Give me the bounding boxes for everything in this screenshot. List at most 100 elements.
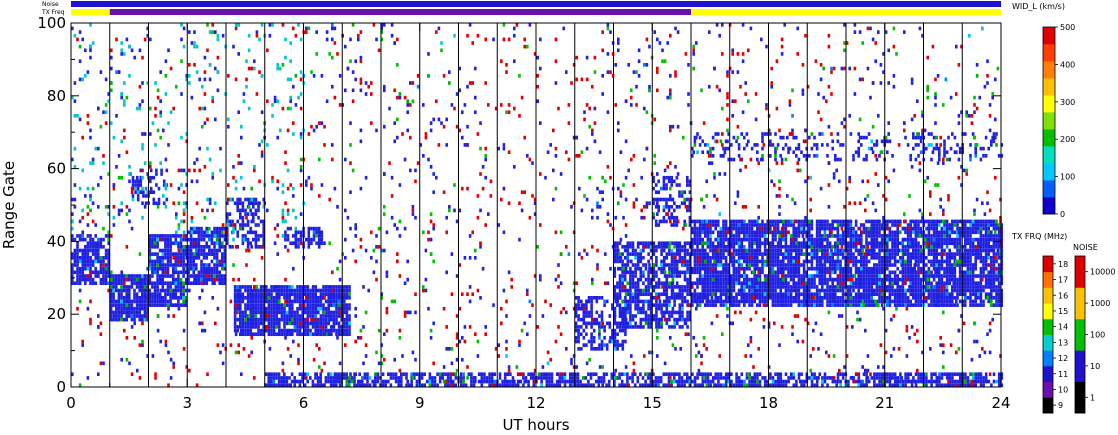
data-cell (618, 325, 622, 329)
data-cell (766, 248, 769, 253)
data-cell (740, 256, 743, 260)
data-cell (951, 223, 954, 227)
data-cell (808, 245, 811, 249)
data-cell (590, 332, 593, 337)
data-cell (831, 292, 834, 297)
data-cell (982, 219, 985, 224)
data-cell (184, 248, 188, 253)
data-cell (732, 237, 736, 242)
data-cell (865, 270, 868, 275)
data-cell (782, 263, 785, 267)
data-cell (971, 281, 975, 286)
data-cell (753, 266, 756, 271)
data-cell (122, 285, 126, 289)
data-cell (120, 306, 123, 311)
data-cell (657, 197, 660, 202)
data-cell (888, 259, 892, 264)
data-cell (945, 292, 949, 297)
data-cell (177, 296, 180, 300)
data-cell (865, 281, 868, 286)
data-cell (789, 263, 793, 267)
data-cell (78, 248, 82, 253)
data-cell (769, 248, 772, 253)
data-cell (667, 215, 671, 220)
data-cell (691, 292, 694, 297)
data-cell (992, 288, 996, 293)
data-cell (667, 179, 671, 184)
data-cell (878, 292, 881, 297)
data-cell (987, 248, 990, 253)
data-cell (735, 248, 738, 253)
data-cell (244, 325, 247, 329)
data-cell (91, 241, 95, 246)
data-cell (789, 274, 793, 278)
data-cell (262, 306, 265, 311)
data-cell (935, 292, 938, 297)
data-cell (992, 256, 996, 260)
data-cell (818, 270, 821, 275)
data-cell (691, 146, 694, 151)
data-cell (901, 281, 905, 286)
data-cell (875, 237, 879, 242)
data-cell (831, 234, 834, 238)
data-cell (629, 285, 632, 289)
data-cell (667, 205, 671, 209)
data-cell (618, 328, 622, 333)
data-cell (629, 303, 632, 307)
data-cell (267, 332, 271, 337)
data-cell (753, 299, 756, 304)
data-cell (795, 296, 798, 300)
data-cell (808, 234, 811, 238)
data-cell (927, 234, 931, 238)
data-cell (665, 281, 669, 286)
data-cell (795, 288, 798, 293)
data-cell (945, 252, 949, 256)
data-cell (990, 274, 993, 278)
data-cell (649, 299, 653, 304)
data-cell (291, 321, 294, 326)
data-cell (138, 317, 141, 322)
data-cell (974, 230, 977, 235)
data-cell (314, 332, 317, 337)
data-cell (673, 241, 676, 246)
data-cell (288, 303, 291, 307)
data-cell (808, 230, 811, 235)
data-cell (86, 241, 90, 246)
data-cell (805, 252, 808, 256)
data-cell (979, 252, 983, 256)
data-cell (174, 292, 178, 297)
data-cell (854, 270, 858, 275)
data-cell (691, 245, 694, 249)
data-cell (901, 266, 905, 271)
data-cell (854, 303, 858, 307)
data-cell (311, 299, 315, 304)
data-cell (737, 303, 741, 307)
data-cell (932, 296, 936, 300)
data-cell (613, 256, 617, 260)
data-cell (285, 321, 289, 326)
data-cell (647, 259, 650, 264)
data-cell (854, 245, 858, 249)
data-cell (254, 208, 258, 213)
data-cell (202, 266, 206, 271)
data-cell (691, 281, 694, 286)
data-cell (878, 223, 881, 227)
data-cell (574, 325, 578, 329)
data-cell (893, 270, 897, 275)
data-cell (337, 332, 341, 337)
data-cell (668, 296, 671, 300)
data-cell (340, 325, 343, 329)
data-cell (724, 270, 728, 275)
data-cell (873, 277, 876, 282)
data-cell (146, 306, 149, 311)
data-cell (143, 292, 147, 297)
data-cell (642, 263, 645, 267)
data-cell (935, 223, 938, 227)
data-cell (691, 299, 694, 304)
data-cell (164, 296, 167, 300)
data-cell (784, 277, 788, 282)
data-cell (233, 288, 237, 293)
data-cell (802, 285, 806, 289)
data-cell (719, 296, 723, 300)
data-cell (688, 208, 692, 213)
